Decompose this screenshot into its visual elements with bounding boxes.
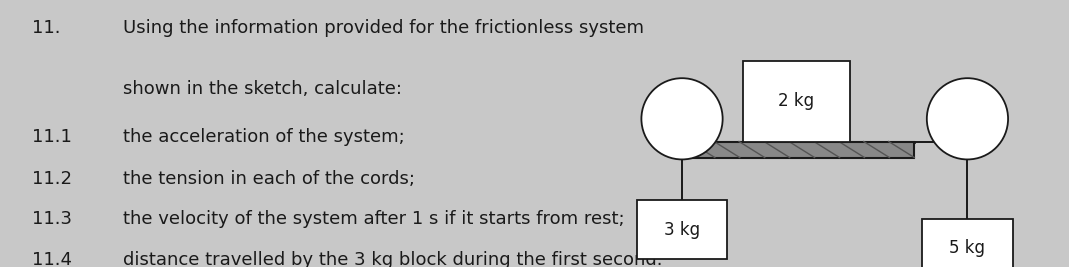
Text: distance travelled by the 3 kg block during the first second.: distance travelled by the 3 kg block dur… [123,251,663,267]
Text: 11.3: 11.3 [32,210,72,227]
Text: 11.4: 11.4 [32,251,72,267]
Text: Using the information provided for the frictionless system: Using the information provided for the f… [123,19,644,37]
Text: the velocity of the system after 1 s if it starts from rest;: the velocity of the system after 1 s if … [123,210,624,227]
Bar [637,200,728,259]
Text: 11.1: 11.1 [32,128,72,146]
Text: 11.2: 11.2 [32,170,72,187]
Text: the tension in each of the cords;: the tension in each of the cords; [123,170,415,187]
Text: 3 kg: 3 kg [664,221,700,239]
Bar [743,61,850,142]
Ellipse shape [641,78,723,159]
Text: 5 kg: 5 kg [949,239,986,257]
Text: the acceleration of the system;: the acceleration of the system; [123,128,405,146]
Text: 2 kg: 2 kg [778,92,815,111]
Bar [921,219,1013,267]
Ellipse shape [927,78,1008,159]
Bar [690,142,914,158]
Text: shown in the sketch, calculate:: shown in the sketch, calculate: [123,80,402,98]
Text: 11.: 11. [32,19,61,37]
